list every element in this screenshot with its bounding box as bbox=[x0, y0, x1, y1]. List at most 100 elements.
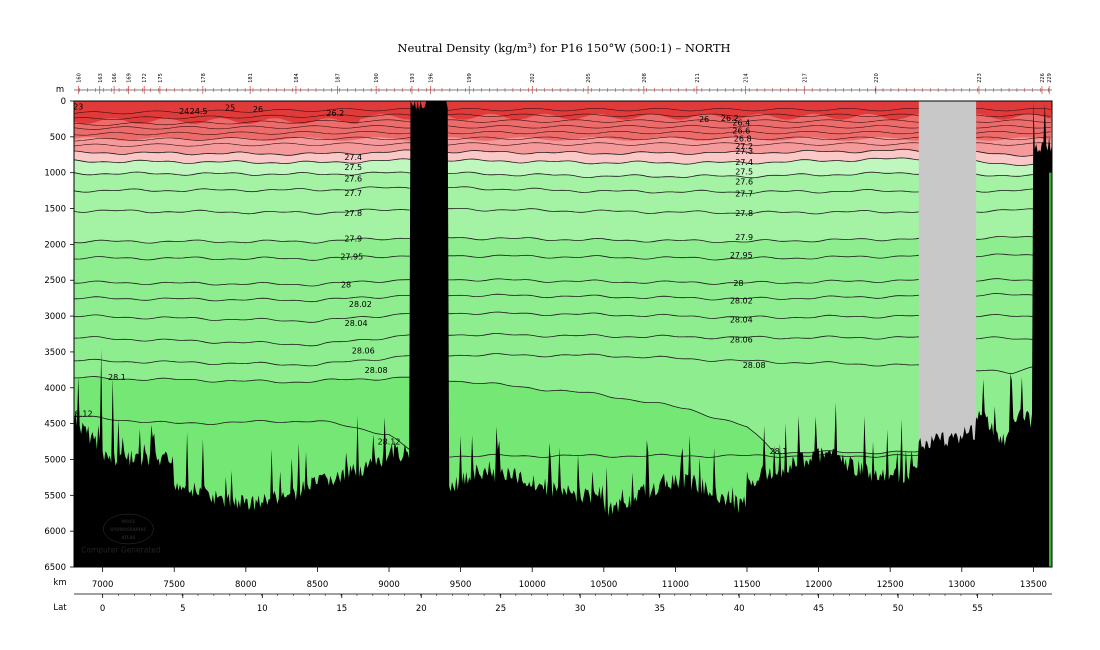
station-number: 187 bbox=[335, 73, 341, 83]
contour-label: 23 bbox=[73, 103, 83, 112]
distance-tick-label: 9000 bbox=[378, 580, 400, 590]
depth-tick-label: 2500 bbox=[44, 276, 66, 286]
contour-label: 28 bbox=[341, 281, 351, 290]
latitude-tick-label: 30 bbox=[575, 604, 586, 614]
station-number: 211 bbox=[695, 73, 701, 83]
woce-logo-emblem bbox=[103, 513, 154, 545]
fill-surface-red bbox=[74, 101, 1052, 124]
station-number: 202 bbox=[530, 73, 536, 83]
contour-label: 28.08 bbox=[743, 361, 766, 370]
distance-tick-label: 13000 bbox=[948, 580, 975, 590]
contour-label: 27.8 bbox=[735, 209, 753, 218]
woce-logo-text: ATLAS bbox=[121, 535, 135, 540]
contour-label: 26.2 bbox=[721, 114, 739, 123]
distance-tick-label: 8500 bbox=[307, 580, 329, 590]
depth-tick-label: 1000 bbox=[44, 169, 66, 179]
distance-tick-label: 9500 bbox=[450, 580, 472, 590]
contour-line bbox=[74, 186, 1051, 194]
distance-tick-label: 11000 bbox=[662, 580, 689, 590]
distance-tick-label: 12000 bbox=[805, 580, 832, 590]
depth-tick-label: 3500 bbox=[44, 348, 66, 358]
latitude-tick-label: 35 bbox=[654, 604, 665, 614]
contour-label: 24.5 bbox=[190, 107, 208, 116]
contour-label: 27.95 bbox=[730, 251, 753, 260]
contour-label: 24 bbox=[179, 107, 189, 116]
latitude-tick-label: 25 bbox=[495, 604, 506, 614]
contour-upper bbox=[74, 131, 1051, 136]
contour-label: 27.4 bbox=[735, 158, 753, 167]
latitude-tick-label: 45 bbox=[813, 604, 824, 614]
depth-tick-label: 5000 bbox=[44, 455, 66, 465]
distance-tick-label: 10500 bbox=[590, 580, 617, 590]
station-number: 196 bbox=[429, 73, 435, 83]
contour-label: 28.1 bbox=[770, 447, 788, 456]
contour-label: 27.8 bbox=[344, 209, 362, 218]
woce-logo: WOCE HYDROGRAPHIC ATLAS bbox=[103, 513, 154, 545]
contour-label: 27.7 bbox=[735, 189, 753, 198]
contour-label: 25 bbox=[225, 103, 235, 112]
station-number: 184 bbox=[294, 73, 300, 83]
contour-upper bbox=[74, 125, 1051, 130]
plot-frame bbox=[73, 100, 1053, 568]
contour-line bbox=[74, 235, 1051, 244]
latitude-tick-label: 10 bbox=[257, 604, 268, 614]
station-number: 166 bbox=[112, 73, 118, 83]
upper-contour-lines bbox=[74, 108, 1051, 147]
contour-line bbox=[74, 310, 1051, 323]
contour-label: 28.12 bbox=[499, 486, 522, 495]
contour-label: 27.9 bbox=[344, 235, 362, 244]
contour-label: 26 bbox=[699, 115, 709, 124]
contour-line bbox=[74, 332, 1051, 347]
plot-area: 26 26.226 26.224 24.5 252326.426.626.827.227… bbox=[73, 101, 1052, 567]
seafloor bbox=[74, 101, 1052, 567]
station-number: 190 bbox=[374, 73, 380, 83]
contour-label: 28.04 bbox=[730, 316, 753, 325]
latitude-tick-label: 55 bbox=[972, 604, 983, 614]
station-number: 205 bbox=[586, 73, 592, 83]
distance-tick-label: 7500 bbox=[163, 580, 185, 590]
distance-tick-label: 10000 bbox=[519, 580, 546, 590]
distance-tick-label: 12500 bbox=[877, 580, 904, 590]
distance-tick-label: 8000 bbox=[235, 580, 257, 590]
latitude-label: Lat bbox=[53, 603, 67, 613]
contour-line bbox=[74, 148, 1051, 157]
contour-upper bbox=[74, 119, 1051, 126]
contour-label: 27.9 bbox=[735, 233, 753, 242]
latitude-tick-label: 15 bbox=[336, 604, 347, 614]
station-number: 178 bbox=[201, 73, 207, 83]
contour-label: 28.12 bbox=[378, 438, 401, 447]
contour-line bbox=[74, 157, 1051, 166]
contour-label: 26.6 bbox=[732, 126, 750, 135]
contour-label: 28.06 bbox=[730, 336, 753, 345]
station-number: 229 bbox=[1047, 73, 1053, 83]
contour-label: 28.02 bbox=[349, 300, 372, 309]
contour-line bbox=[74, 352, 1051, 375]
contour-label: 27.2 bbox=[735, 142, 753, 151]
contour-label: 27.4 bbox=[344, 153, 362, 162]
edge-strip bbox=[1049, 172, 1052, 567]
contour-upper bbox=[74, 108, 1051, 115]
contour-line bbox=[74, 253, 1051, 261]
station-number: 172 bbox=[142, 73, 148, 83]
latitude-tick-label: 50 bbox=[893, 604, 904, 614]
depth-tick-label: 1500 bbox=[44, 205, 66, 215]
contour-line bbox=[74, 276, 1051, 287]
distance-tick-label: 13500 bbox=[1020, 580, 1047, 590]
station-number: 160 bbox=[76, 73, 82, 83]
contour-line bbox=[74, 171, 1051, 179]
axes: m050010001500200025003000350040004500500… bbox=[44, 73, 1053, 614]
latitude-tick-label: 40 bbox=[734, 604, 745, 614]
contour-label: 28.04 bbox=[345, 319, 368, 328]
contour-label: 27.6 bbox=[344, 174, 362, 183]
contour-line bbox=[74, 207, 1051, 215]
station-number: 199 bbox=[467, 73, 473, 83]
depth-tick-label: 4000 bbox=[44, 384, 66, 394]
contour-label: 26 bbox=[253, 105, 263, 114]
distance-tick-label: 7000 bbox=[92, 580, 114, 590]
woce-logo-text: HYDROGRAPHIC bbox=[110, 527, 146, 532]
station-number: 193 bbox=[410, 73, 416, 83]
contour-label: 27.95 bbox=[340, 253, 363, 262]
station-number: 208 bbox=[642, 73, 648, 83]
depth-tick-label: 6500 bbox=[44, 563, 66, 573]
contour-upper bbox=[74, 136, 1051, 142]
